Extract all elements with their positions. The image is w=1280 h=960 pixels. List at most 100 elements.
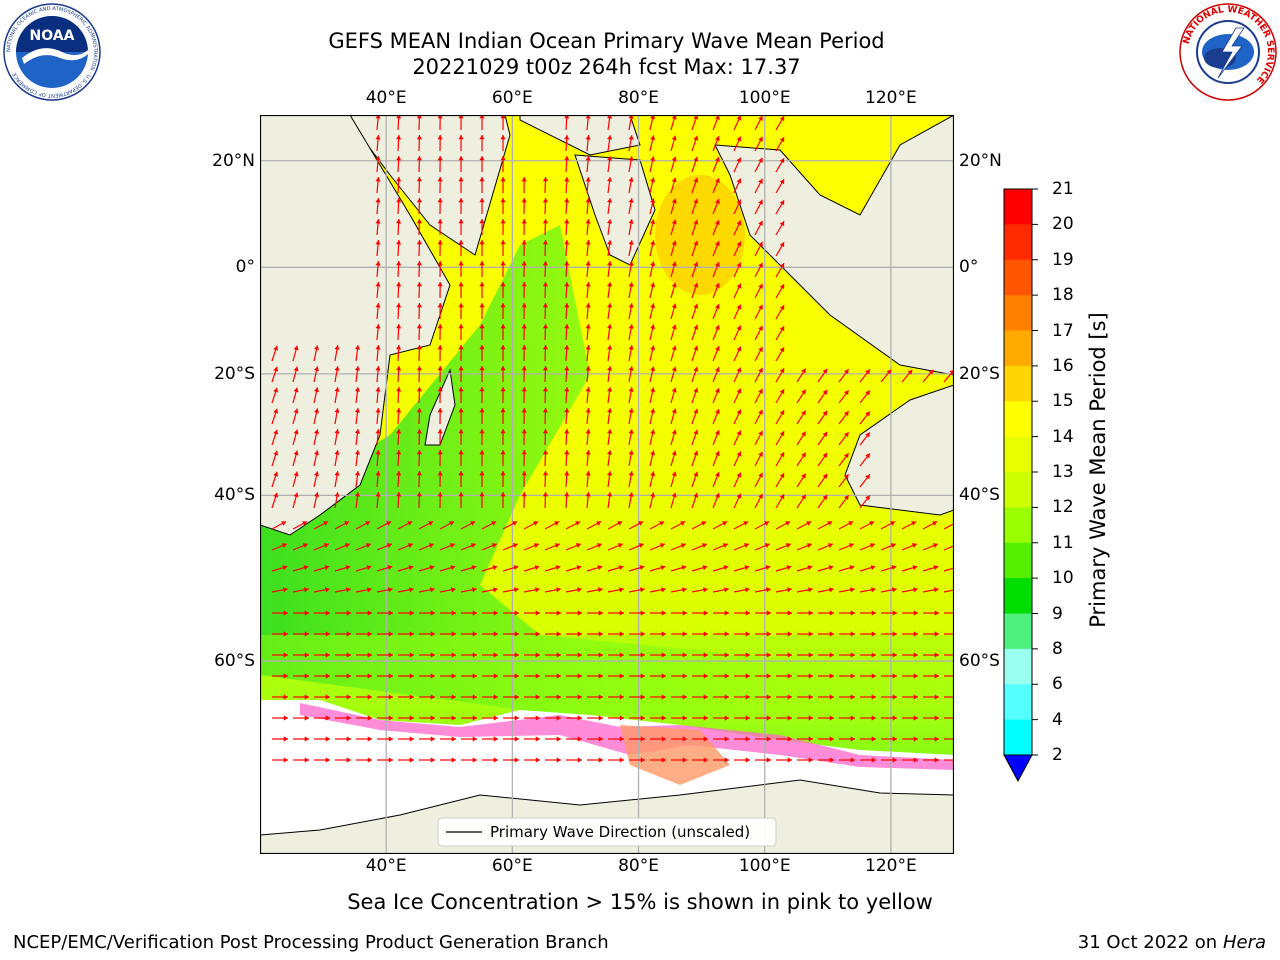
wave-arrowhead-584 — [409, 610, 414, 616]
wave-arrowhead-390 — [314, 471, 320, 477]
wave-arrowhead-494 — [596, 543, 602, 548]
wave-arrowhead-21 — [437, 135, 443, 140]
wave-arrowhead-526 — [576, 565, 582, 571]
wave-arrowhead-407 — [671, 471, 677, 477]
wave-arrowhead-692 — [598, 673, 603, 679]
wave-arrowhead-644 — [283, 652, 288, 658]
wave-arrowhead-59 — [479, 177, 485, 182]
wave-arrowhead-763 — [703, 715, 708, 721]
wave-arrowhead-440 — [758, 493, 763, 499]
wave-arrowhead-397 — [458, 471, 464, 476]
wave-arrowhead-0 — [375, 115, 381, 119]
wave-arrowhead-707 — [913, 673, 918, 679]
wave-arrowhead-302 — [293, 408, 299, 414]
wave-arrowhead-43 — [564, 156, 570, 161]
wave-arrowhead-543 — [933, 565, 939, 571]
wave-arrowhead-833 — [787, 757, 792, 763]
wave-arrowhead-634 — [766, 631, 771, 637]
colorbar-segment-13 — [1004, 648, 1032, 685]
wave-arrowhead-367 — [437, 450, 443, 455]
wave-arrowhead-152 — [758, 262, 763, 268]
noaa-logo: NOAA NATIONAL OCEANIC AND ATMOSPHERIC AD… — [3, 3, 101, 101]
wave-arrowhead-836 — [850, 757, 855, 763]
wave-arrowhead-536 — [786, 565, 792, 571]
wave-arrowhead-379 — [693, 450, 699, 456]
wave-arrowhead-711 — [304, 694, 309, 700]
wave-arrowhead-664 — [703, 652, 708, 658]
wave-arrowhead-678 — [304, 673, 309, 679]
wave-arrowhead-647 — [346, 652, 351, 658]
wave-arrowhead-29 — [650, 135, 656, 141]
wave-arrowhead-588 — [493, 610, 498, 616]
wave-arrowhead-716 — [409, 694, 414, 700]
wave-arrowhead-239 — [273, 366, 279, 372]
wave-arrowhead-796 — [703, 736, 708, 742]
wave-arrowhead-657 — [556, 652, 561, 658]
wave-arrowhead-271 — [949, 369, 954, 375]
wave-arrowhead-512 — [282, 565, 288, 571]
wave-arrowhead-834 — [808, 757, 813, 763]
wave-arrowhead-307 — [396, 408, 402, 413]
wave-arrowhead-811 — [325, 757, 330, 763]
wave-arrowhead-822 — [556, 757, 561, 763]
wave-arrowhead-303 — [314, 408, 320, 414]
colorbar-segment-5 — [1004, 365, 1032, 402]
wave-arrowhead-459 — [554, 521, 560, 526]
wave-arrowhead-637 — [829, 631, 834, 637]
wave-arrowhead-410 — [736, 472, 742, 478]
wave-arrowhead-654 — [493, 652, 498, 658]
wave-arrowhead-810 — [304, 757, 309, 763]
wave-arrowhead-129 — [693, 240, 699, 246]
wave-arrowhead-63 — [564, 177, 570, 182]
wave-arrowhead-760 — [640, 715, 645, 721]
wave-arrowhead-99 — [479, 219, 485, 224]
wave-arrow-478 — [943, 523, 954, 530]
wave-arrowhead-237 — [758, 346, 763, 352]
colorbar-segment-9 — [1004, 507, 1032, 544]
wave-arrowhead-394 — [396, 471, 402, 476]
wave-arrowhead-759 — [619, 715, 624, 721]
wave-arrowhead-805 — [892, 736, 897, 742]
wave-arrowhead-540 — [870, 565, 876, 571]
wave-arrowhead-649 — [388, 652, 393, 658]
wave-arrowhead-184 — [585, 303, 591, 308]
wave-arrowhead-193 — [779, 305, 785, 311]
wave-arrowhead-205 — [607, 324, 613, 329]
wave-arrowhead-785 — [472, 736, 477, 742]
lon-label-top-0: 40°E — [365, 88, 407, 108]
wave-arrowhead-713 — [346, 694, 351, 700]
wave-arrowhead-499 — [701, 543, 707, 548]
wave-arrowhead-501 — [743, 543, 749, 548]
wave-arrowhead-741 — [934, 694, 939, 700]
wave-arrowhead-354 — [779, 431, 785, 437]
wave-arrowhead-201 — [521, 324, 527, 329]
wave-arrowhead-236 — [736, 346, 742, 352]
wave-arrowhead-153 — [779, 263, 785, 269]
wave-arrowhead-733 — [766, 694, 771, 700]
wave-arrowhead-349 — [671, 429, 677, 435]
footer-date: 31 Oct 2022 on Hera — [1078, 932, 1266, 953]
wave-arrowhead-361 — [314, 450, 320, 456]
wave-arrowhead-448 — [323, 521, 329, 526]
wave-arrowhead-778 — [325, 736, 330, 742]
wave-arrow-511 — [943, 545, 954, 551]
wave-arrowhead-587 — [472, 610, 477, 616]
wave-arrowhead-837 — [871, 757, 876, 763]
wave-arrowhead-141 — [521, 261, 527, 266]
wave-arrowhead-176 — [416, 303, 422, 308]
wave-arrowhead-310 — [458, 408, 464, 413]
wave-arrowhead-313 — [521, 408, 527, 413]
wave-arrowhead-550 — [388, 587, 393, 593]
wave-arrowhead-632 — [724, 631, 729, 637]
wave-arrowhead-667 — [766, 652, 771, 658]
wave-arrowhead-322 — [714, 409, 720, 415]
wave-arrowhead-15 — [736, 115, 742, 121]
wave-arrowhead-430 — [542, 492, 549, 497]
wave-arrowhead-143 — [564, 261, 570, 266]
wave-arrowhead-794 — [661, 736, 666, 742]
wave-arrowhead-660 — [619, 652, 624, 658]
wave-arrowhead-590 — [535, 610, 540, 616]
lon-label-bottom-2: 80°E — [618, 856, 659, 876]
wave-arrowhead-613 — [325, 631, 330, 637]
wave-arrowhead-325 — [779, 410, 785, 416]
